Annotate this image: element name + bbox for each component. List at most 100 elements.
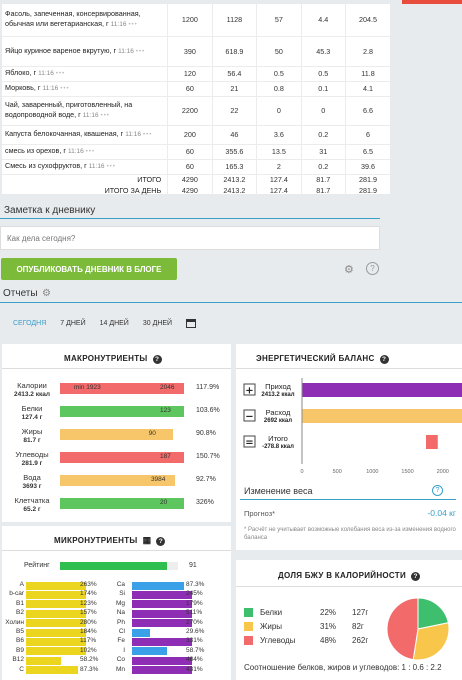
total-row: ИТОГО 4290 2413.2 127.4 81.7 281.9	[2, 174, 390, 185]
energy-value: -278.8 ккал	[262, 444, 294, 450]
energy-help-icon[interactable]: ?	[379, 355, 389, 364]
food-time: 11:16	[67, 148, 84, 155]
energy-tick-label: 1000	[366, 469, 378, 475]
macro-value: 81.7 г	[23, 437, 41, 444]
macro-name: Клетчатка	[14, 496, 50, 505]
micro-pct: 117%	[80, 637, 97, 645]
tab-7-days[interactable]: 7 ДНЕЙ	[60, 320, 86, 327]
food-value-cell: 0.1	[300, 81, 346, 97]
macro-bar: 20	[60, 498, 184, 509]
macro-bar-fill	[60, 429, 173, 440]
row-menu-icon[interactable]: •••	[55, 71, 66, 77]
micro-bar	[26, 581, 86, 590]
macro-value: 281.9 г	[21, 460, 43, 467]
row-menu-icon[interactable]: •••	[143, 132, 153, 138]
micro-bar	[132, 619, 192, 628]
macro-max-label: 90	[148, 430, 156, 437]
table-icon[interactable]: ▦	[142, 535, 152, 545]
macro-row: Жиры 81.7 г 90 90.8%	[2, 428, 232, 452]
bju-pie-slice	[386, 597, 419, 661]
bju-pie-slice	[412, 622, 450, 661]
food-value-cell: 56.4	[211, 66, 257, 82]
publish-button[interactable]: ОПУБЛИКОВАТЬ ДНЕВНИК В БЛОГЕ	[1, 258, 177, 280]
calendar-icon[interactable]	[186, 319, 197, 328]
micro-label: Mn	[115, 665, 125, 673]
tab-14-days[interactable]: 14 ДНЕЙ	[99, 320, 129, 327]
table-row[interactable]: смесь из орехов, г 11:16 ••• 60 355.6 13.5 3…	[2, 144, 390, 160]
micro-label: Co	[116, 656, 125, 664]
row-menu-icon[interactable]: •••	[100, 113, 110, 119]
food-name: Фасоль, запеченная, консервированная, об…	[5, 9, 141, 29]
rating-value: 91	[189, 562, 197, 569]
row-menu-icon[interactable]: •••	[135, 48, 146, 55]
food-name-cell: Капуста белокочанная, квашеная, г 11:16 …	[2, 125, 168, 145]
macro-help-icon[interactable]: ?	[152, 355, 162, 364]
macro-name: Вода	[23, 473, 41, 482]
bju-name: Углеводы	[260, 636, 296, 645]
row-menu-icon[interactable]: •••	[85, 149, 96, 155]
micro-pct: 179%	[186, 599, 203, 607]
energy-panel: ЭНЕРГЕТИЧЕСКИЙ БАЛАНС ? + Приход 2413.2 кк…	[236, 344, 462, 550]
micro-pct: 331%	[186, 637, 203, 645]
micro-panel: МИКРОНУТРИЕНТЫ ▦ ? Рейтинг 91 A 263% b-car…	[2, 526, 231, 680]
macro-row: Белки 127.4 г 123 103.6%	[2, 405, 232, 429]
row-menu-icon[interactable]: •••	[128, 22, 138, 29]
food-value-cell: 618.9	[211, 36, 257, 67]
total-row: ИТОГО ЗА ДЕНЬ 4290 2413.2 127.4 81.7 281.9	[2, 185, 390, 196]
macro-bar: min 1923 2046	[60, 383, 184, 394]
food-value-cell: 60	[167, 144, 213, 160]
bju-divider	[236, 586, 462, 587]
energy-sign: −	[245, 412, 253, 423]
macro-value: 127.4 г	[21, 414, 43, 421]
food-value-cell: 165.3	[211, 159, 257, 175]
table-row[interactable]: Капуста белокочанная, квашеная, г 11:16 …	[2, 125, 390, 145]
energy-sign: +	[245, 386, 253, 397]
table-row[interactable]: Яйцо куриное вареное вкрутую, г 11:16 ••…	[2, 36, 390, 67]
macro-bar: 90	[60, 429, 184, 440]
micro-label: B12	[12, 656, 24, 664]
gear-icon[interactable]: ⚙	[344, 264, 354, 276]
row-menu-icon[interactable]: •••	[60, 86, 70, 92]
reports-divider	[0, 302, 462, 303]
tab-30-days[interactable]: 30 ДНЕЙ	[142, 320, 173, 327]
table-row[interactable]: Чай, заваренный, приготовленный, на водо…	[2, 96, 390, 126]
row-menu-icon[interactable]: •••	[106, 164, 116, 170]
food-name-cell: Смесь из сухофруктов, г 11:16 •••	[2, 159, 168, 175]
macro-pct: 150.7%	[196, 453, 220, 460]
micro-divider	[2, 550, 231, 551]
macro-name: Жиры	[21, 427, 43, 436]
energy-bar	[302, 383, 462, 397]
micro-pct: 245%	[186, 590, 203, 598]
micro-help-icon[interactable]: ?	[156, 537, 166, 546]
table-row[interactable]: Фасоль, запеченная, консервированная, об…	[2, 4, 390, 37]
table-row[interactable]: Яблоко, г 11:16 ••• 120 56.4 0.5 0.5 11.8	[2, 66, 390, 82]
micro-label: Ph	[117, 618, 125, 626]
food-value-cell: 13.5	[256, 144, 302, 160]
macro-pct: 90.8%	[196, 430, 216, 437]
top-bar	[0, 0, 462, 4]
micro-bar	[132, 666, 192, 675]
micro-bar	[132, 637, 192, 646]
food-value-cell: 39.6	[345, 159, 390, 175]
reports-gear-icon[interactable]: ⚙	[42, 288, 51, 299]
food-name-cell: Яйцо куриное вареное вкрутую, г 11:16 ••…	[2, 36, 168, 67]
food-name-cell: Яблоко, г 11:16 •••	[2, 66, 168, 82]
bju-help-icon[interactable]: ?	[411, 572, 421, 581]
energy-tick-label: 1500	[401, 469, 413, 475]
micro-pct: 87.3%	[186, 581, 205, 588]
help-icon[interactable]: ?	[366, 262, 379, 275]
micro-bar	[26, 647, 86, 656]
food-value-cell: 60	[167, 159, 213, 175]
energy-value: 2413.2 ккал	[261, 392, 294, 398]
forecast-label: Прогноз*	[244, 509, 276, 518]
table-row[interactable]: Морковь, г 11:16 ••• 60 21 0.8 0.1 4.1	[2, 81, 390, 97]
table-row[interactable]: Смесь из сухофруктов, г 11:16 ••• 60 165.3…	[2, 159, 390, 175]
micro-label: B1	[16, 599, 24, 607]
micro-title: МИКРОНУТРИЕНТЫ ▦ ?	[54, 535, 166, 546]
weight-help-icon[interactable]: ?	[432, 485, 443, 496]
food-name: Морковь, г	[5, 83, 41, 92]
food-value-cell: 2	[256, 159, 302, 175]
tab-today[interactable]: СЕГОДНЯ	[13, 320, 47, 327]
bju-title: ДОЛЯ БЖУ В КАЛОРИЙНОСТИ ?	[278, 571, 421, 581]
notes-input[interactable]	[0, 226, 380, 250]
